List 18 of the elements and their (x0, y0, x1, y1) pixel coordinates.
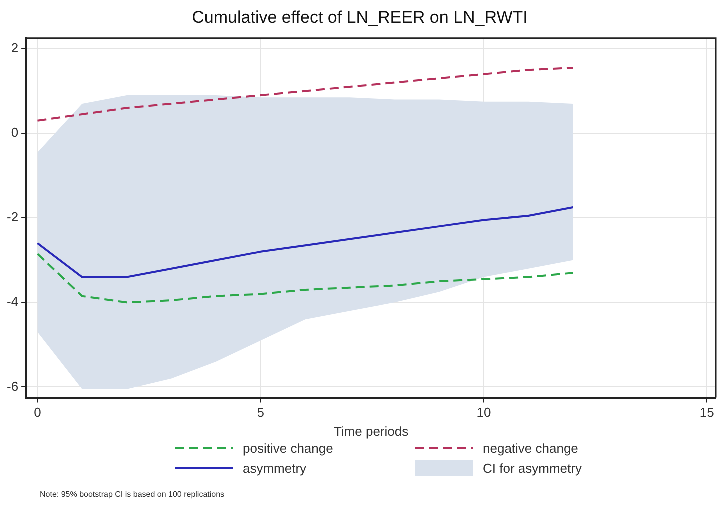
x-tick-label: 15 (700, 405, 714, 420)
y-tick-label: -6 (6, 378, 19, 394)
chart-title: Cumulative effect of LN_REER on LN_RWTI (192, 8, 528, 27)
y-tick-label: 0 (11, 125, 19, 140)
x-axis-title: Time periods (334, 424, 410, 439)
x-tick-label: 0 (34, 405, 42, 420)
line-series (36, 253, 574, 304)
line-series (36, 67, 574, 122)
y-tick-label: -4 (6, 294, 19, 310)
y-tick-label: 2 (11, 40, 19, 56)
legend-label: negative change (483, 440, 578, 456)
y-tick-label: -2 (6, 210, 19, 225)
x-tick-label: 10 (476, 405, 492, 420)
legend-label: positive change (243, 440, 334, 456)
text: Note: 95% bootstrap CI is based on 100 replications (40, 490, 226, 499)
legend-label: asymmetry (243, 460, 307, 476)
legend-label: CI for asymmetry (483, 460, 582, 476)
x-tick-label: 5 (257, 405, 264, 420)
